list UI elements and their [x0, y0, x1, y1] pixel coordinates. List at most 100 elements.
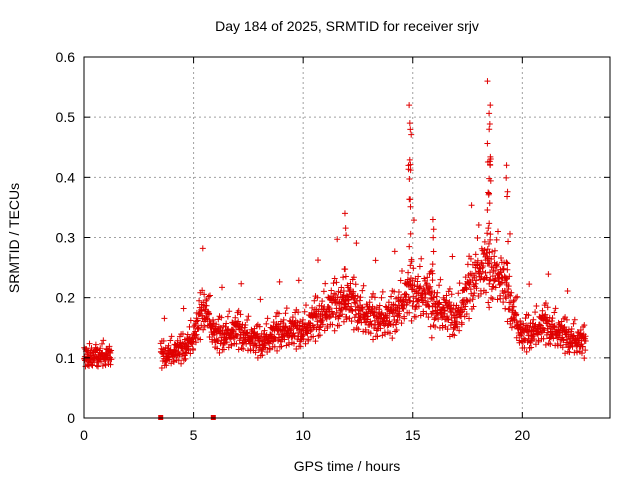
data-point — [483, 250, 490, 257]
data-point — [393, 326, 400, 333]
data-point — [347, 280, 354, 287]
data-point — [481, 238, 488, 245]
data-point — [203, 302, 210, 309]
data-point — [489, 273, 496, 280]
data-point — [430, 248, 437, 255]
data-point — [226, 308, 233, 315]
data-point — [408, 317, 415, 324]
data-point — [207, 292, 214, 299]
data-point — [408, 256, 415, 263]
data-point — [551, 309, 558, 316]
data-point — [412, 313, 419, 320]
data-point — [289, 314, 296, 321]
data-point — [354, 293, 361, 300]
y-tick-label: 0 — [67, 410, 75, 426]
data-point — [439, 324, 446, 331]
data-point — [472, 280, 479, 287]
data-point — [486, 249, 493, 256]
data-point — [541, 327, 548, 334]
data-point — [310, 333, 317, 340]
data-point — [494, 260, 501, 267]
data-point — [197, 336, 204, 343]
data-point — [175, 357, 182, 364]
data-point — [167, 337, 174, 344]
data-point — [406, 156, 413, 163]
data-point — [485, 299, 492, 306]
data-point — [359, 304, 366, 311]
data-point — [456, 327, 463, 334]
data-point — [242, 322, 249, 329]
data-point — [484, 78, 491, 85]
data-point — [223, 339, 230, 346]
data-point — [252, 349, 259, 356]
data-point — [237, 335, 244, 342]
data-point — [564, 339, 571, 346]
data-point — [194, 317, 201, 324]
data-point — [456, 280, 463, 287]
data-point — [321, 327, 328, 334]
data-point — [319, 298, 326, 305]
data-point — [438, 314, 445, 321]
data-point — [467, 255, 474, 262]
data-point — [337, 307, 344, 314]
data-point — [424, 298, 431, 305]
data-point — [484, 230, 491, 237]
data-point — [506, 273, 513, 280]
data-point — [187, 317, 194, 324]
data-point — [491, 247, 498, 254]
data-point — [213, 321, 220, 328]
data-point — [437, 276, 444, 283]
data-point — [486, 126, 493, 133]
data-point — [98, 358, 105, 365]
data-point — [333, 309, 340, 316]
data-point — [487, 269, 494, 276]
data-point — [102, 362, 109, 369]
x-tick-label: 10 — [295, 427, 311, 443]
data-point — [406, 278, 413, 285]
data-point — [275, 337, 282, 344]
data-point — [569, 343, 576, 350]
data-point — [331, 275, 338, 282]
data-point — [374, 333, 381, 340]
data-point — [376, 302, 383, 309]
data-point — [203, 315, 210, 322]
data-point — [454, 323, 461, 330]
data-point — [411, 282, 418, 289]
data-point — [352, 281, 359, 288]
data-point — [316, 324, 323, 331]
data-point — [314, 257, 321, 264]
data-point — [545, 271, 552, 278]
data-point — [464, 298, 471, 305]
data-point — [407, 203, 414, 210]
data-point — [275, 310, 282, 317]
data-point — [311, 297, 318, 304]
data-point — [468, 202, 475, 209]
data-point — [472, 251, 479, 258]
data-point — [581, 322, 588, 329]
data-point — [201, 291, 208, 298]
data-point — [282, 310, 289, 317]
data-point — [307, 328, 314, 335]
data-point — [295, 277, 302, 284]
data-point — [416, 284, 423, 291]
data-point — [487, 161, 494, 168]
data-point — [187, 350, 194, 357]
data-point — [328, 308, 335, 315]
data-point — [487, 155, 494, 162]
data-point — [368, 321, 375, 328]
data-point — [210, 316, 217, 323]
data-point — [418, 255, 425, 262]
data-point — [481, 246, 488, 253]
data-point — [408, 131, 415, 138]
data-point — [379, 288, 386, 295]
data-point — [314, 294, 321, 301]
data-point — [323, 315, 330, 322]
data-point — [436, 282, 443, 289]
data-point — [415, 273, 422, 280]
data-point — [199, 287, 206, 294]
data-point — [506, 230, 513, 237]
data-point — [484, 207, 491, 214]
data-point — [435, 316, 442, 323]
data-point — [384, 322, 391, 329]
